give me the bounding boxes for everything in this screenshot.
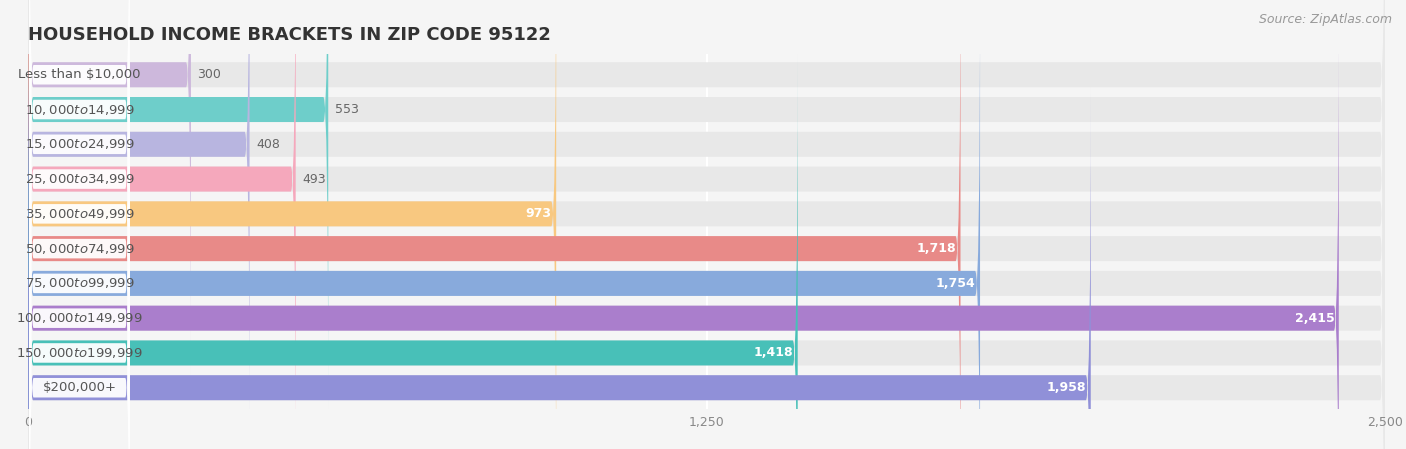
Text: 1,958: 1,958 [1047,381,1087,394]
Text: 408: 408 [256,138,280,151]
FancyBboxPatch shape [30,0,129,449]
FancyBboxPatch shape [28,53,1385,449]
Text: 1,718: 1,718 [917,242,956,255]
FancyBboxPatch shape [30,0,129,449]
FancyBboxPatch shape [28,0,1385,449]
Text: 553: 553 [335,103,359,116]
FancyBboxPatch shape [28,0,191,375]
FancyBboxPatch shape [28,0,1385,445]
Text: HOUSEHOLD INCOME BRACKETS IN ZIP CODE 95122: HOUSEHOLD INCOME BRACKETS IN ZIP CODE 95… [28,26,551,44]
FancyBboxPatch shape [30,15,129,449]
Text: $75,000 to $99,999: $75,000 to $99,999 [24,277,134,291]
Text: $15,000 to $24,999: $15,000 to $24,999 [24,137,134,151]
FancyBboxPatch shape [28,0,1385,449]
Text: 1,418: 1,418 [754,347,793,360]
FancyBboxPatch shape [28,18,1339,449]
Text: 2,415: 2,415 [1295,312,1334,325]
FancyBboxPatch shape [28,0,1385,449]
FancyBboxPatch shape [30,0,129,343]
FancyBboxPatch shape [30,0,129,413]
FancyBboxPatch shape [30,84,129,449]
Text: $50,000 to $74,999: $50,000 to $74,999 [24,242,134,255]
Text: $25,000 to $34,999: $25,000 to $34,999 [24,172,134,186]
Text: Less than $10,000: Less than $10,000 [18,68,141,81]
FancyBboxPatch shape [28,0,557,449]
FancyBboxPatch shape [28,53,797,449]
FancyBboxPatch shape [28,18,1385,449]
FancyBboxPatch shape [28,0,249,445]
FancyBboxPatch shape [28,87,1091,449]
Text: 493: 493 [302,172,326,185]
Text: $100,000 to $149,999: $100,000 to $149,999 [15,311,142,325]
Text: 973: 973 [526,207,551,220]
FancyBboxPatch shape [28,0,328,410]
FancyBboxPatch shape [30,119,129,449]
FancyBboxPatch shape [28,0,1385,449]
FancyBboxPatch shape [30,0,129,448]
FancyBboxPatch shape [28,0,1385,375]
FancyBboxPatch shape [30,0,129,378]
Text: $10,000 to $14,999: $10,000 to $14,999 [24,102,134,117]
FancyBboxPatch shape [30,50,129,449]
Text: $35,000 to $49,999: $35,000 to $49,999 [24,207,134,221]
FancyBboxPatch shape [28,0,980,449]
FancyBboxPatch shape [28,0,960,449]
Text: Source: ZipAtlas.com: Source: ZipAtlas.com [1258,13,1392,26]
Text: $200,000+: $200,000+ [42,381,117,394]
FancyBboxPatch shape [28,0,295,449]
Text: 300: 300 [197,68,221,81]
FancyBboxPatch shape [28,87,1385,449]
FancyBboxPatch shape [28,0,1385,410]
Text: $150,000 to $199,999: $150,000 to $199,999 [15,346,142,360]
Text: 1,754: 1,754 [936,277,976,290]
